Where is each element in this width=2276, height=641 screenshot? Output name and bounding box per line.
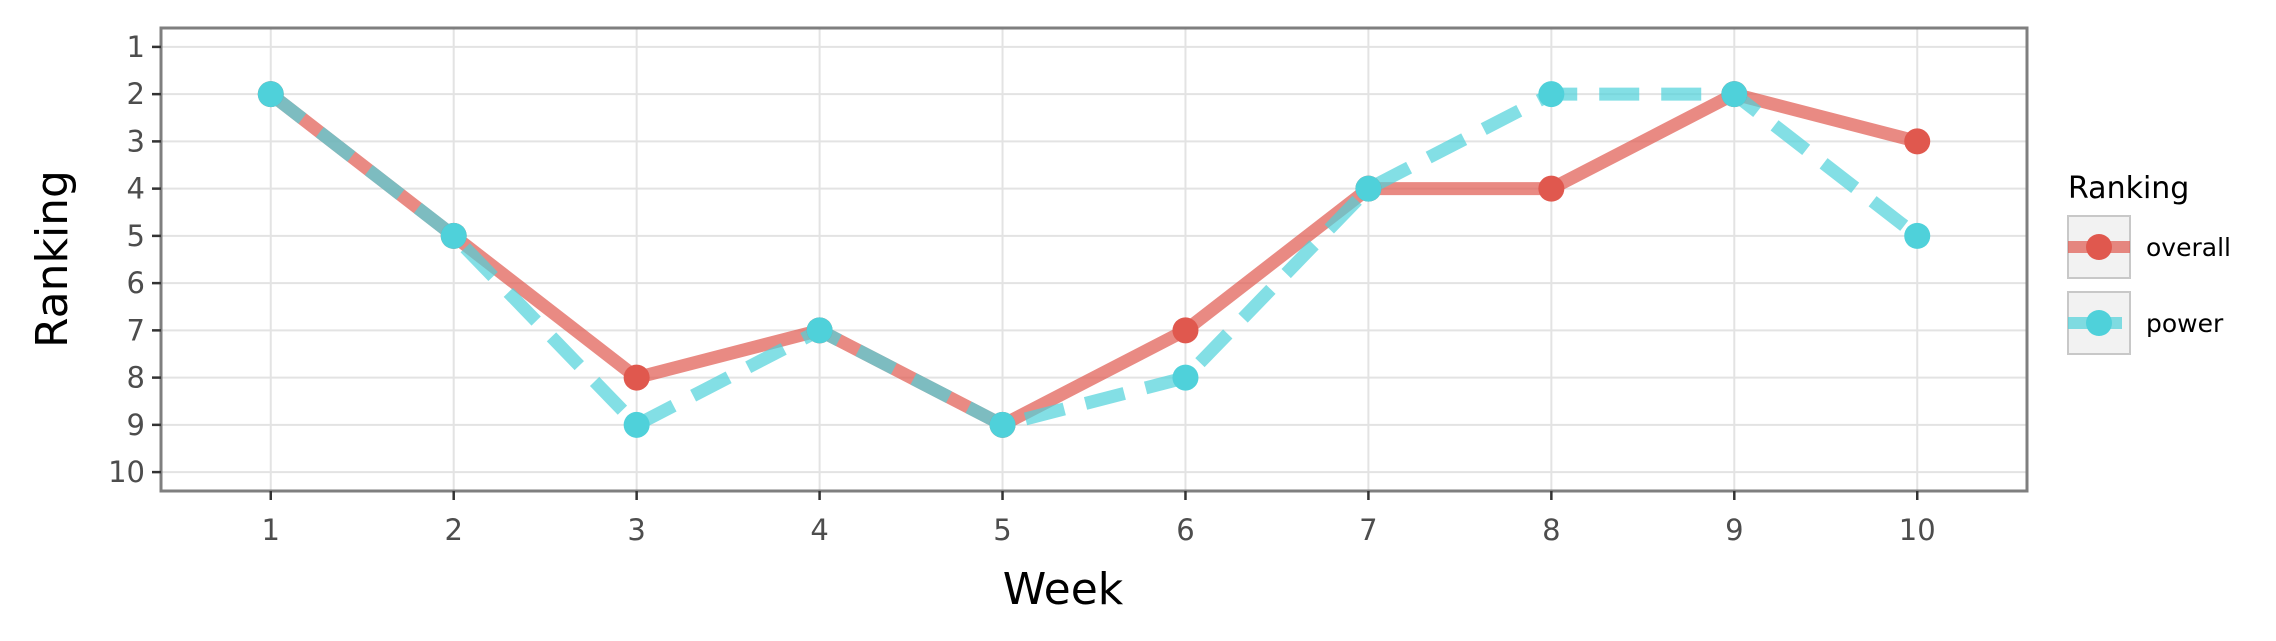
legend-key-point-overall	[2086, 234, 2112, 260]
legend-label-overall: overall	[2146, 233, 2231, 262]
series-point-overall-8	[1538, 175, 1565, 202]
series-point-overall-10	[1904, 128, 1931, 155]
legend: Ranking overall power	[2067, 171, 2231, 355]
x-tick-label-9: 9	[1725, 513, 1743, 547]
x-axis-title: Week	[1003, 564, 1124, 615]
y-tick-label-5: 5	[127, 219, 145, 253]
series-layer	[257, 81, 1931, 438]
x-tick-label-3: 3	[627, 513, 645, 547]
series-point-overall-3	[623, 364, 650, 391]
series-point-power-4	[806, 317, 833, 344]
series-point-power-1	[257, 81, 284, 108]
x-tick-label-2: 2	[444, 513, 462, 547]
y-tick-label-2: 2	[127, 77, 145, 111]
series-point-power-9	[1721, 81, 1748, 108]
series-point-overall-6	[1172, 317, 1199, 344]
x-tick-label-4: 4	[810, 513, 828, 547]
legend-key-point-power	[2086, 310, 2112, 336]
series-point-power-8	[1538, 81, 1565, 108]
series-point-power-3	[623, 411, 650, 438]
legend-label-power: power	[2146, 309, 2224, 338]
y-tick-label-1: 1	[127, 30, 145, 64]
series-point-power-5	[989, 411, 1016, 438]
y-tick-label-8: 8	[127, 361, 145, 395]
x-tick-label-1: 1	[262, 513, 280, 547]
series-point-power-7	[1355, 175, 1382, 202]
y-tick-label-4: 4	[127, 172, 145, 206]
x-tick-label-6: 6	[1176, 513, 1194, 547]
series-point-power-10	[1904, 222, 1931, 249]
series-point-power-6	[1172, 364, 1199, 391]
series-point-power-2	[440, 222, 467, 249]
legend-items: overall power	[2067, 215, 2231, 355]
y-axis-title: Ranking	[27, 170, 78, 348]
series-line-overall	[266, 87, 1919, 432]
x-tick-label-7: 7	[1359, 513, 1377, 547]
y-tick-label-10: 10	[108, 455, 145, 489]
legend-title: Ranking	[2068, 171, 2189, 206]
x-tick-label-5: 5	[993, 513, 1011, 547]
series-line-power	[266, 87, 1922, 432]
x-tick-label-10: 10	[1899, 513, 1936, 547]
y-tick-label-6: 6	[127, 266, 145, 300]
axes: 1 2 3 4 5 6 7 8 9 10 1 2 3 4 5 6 7 8 9 10	[108, 30, 1936, 547]
y-tick-label-7: 7	[127, 313, 145, 347]
plot-border	[159, 26, 2029, 493]
x-tick-label-8: 8	[1542, 513, 1560, 547]
y-tick-label-9: 9	[127, 408, 145, 442]
y-tick-label-3: 3	[127, 124, 145, 158]
